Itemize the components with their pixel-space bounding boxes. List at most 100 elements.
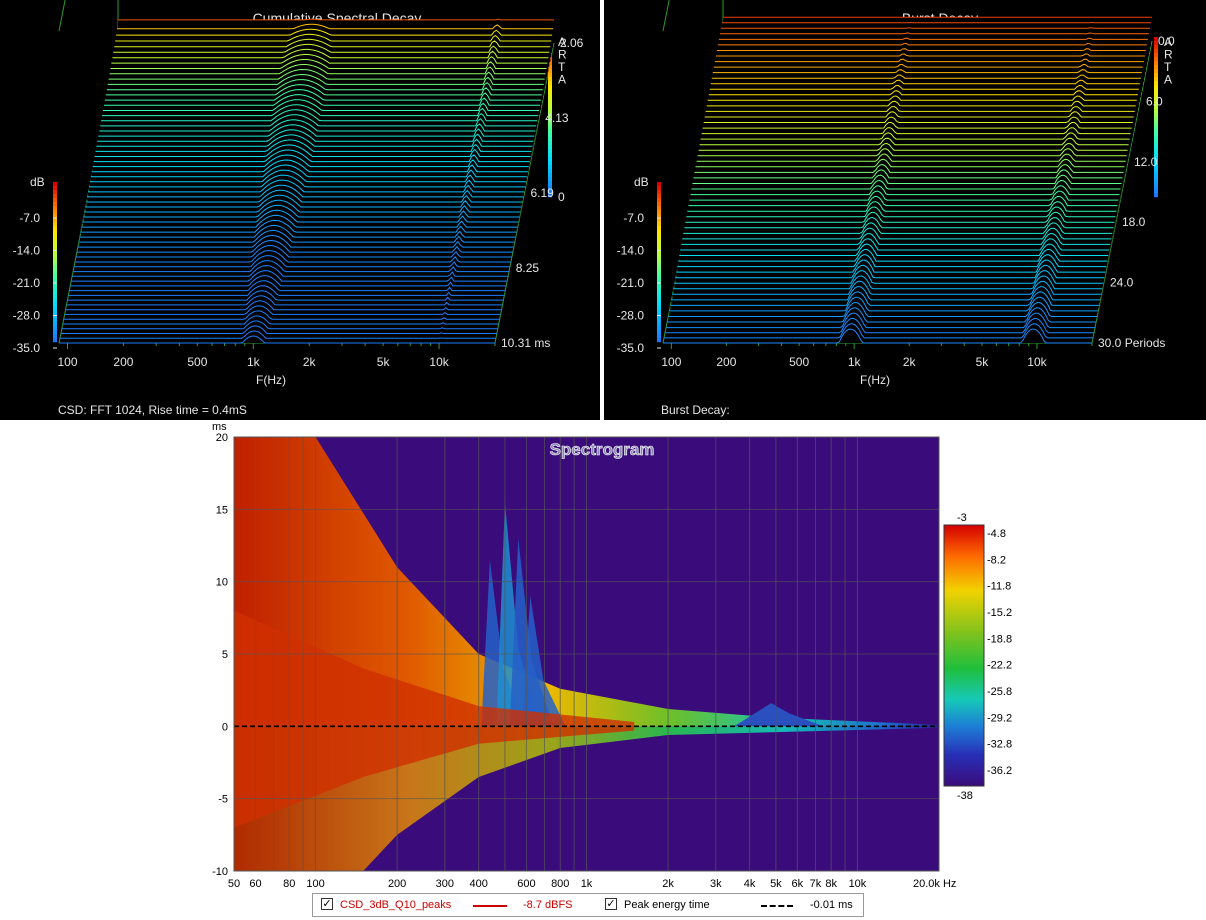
csd-slice-line [93,149,530,163]
spec-x-tick-label: 3k [710,878,722,890]
csd-slice-line [97,129,534,142]
burst-z-colorbar [657,182,661,343]
csd-z-colorbar-cell [53,286,57,291]
burst-slice-fill [683,222,1113,241]
csd-slice-line [76,239,513,253]
csd-right-colorbar-cell [548,77,552,82]
csd-slice-line [78,229,515,243]
burst-slice-line [713,63,1143,68]
burst-slice-line [708,90,1138,96]
spec-hot-core [234,610,635,828]
csd-z-colorbar-cell [53,190,57,195]
burst-z-colorbar-cell [657,238,661,243]
csd-slice-fill [93,150,530,167]
peak-checkbox[interactable]: ✓ [605,898,617,910]
csd-slice-line [118,18,554,21]
burst-time-tick-label: 6.0 [1146,94,1163,108]
series-checkbox[interactable]: ✓ [321,898,333,910]
burst-z-colorbar-cell [657,190,661,195]
burst-z-tick-label: -7.0 [623,211,644,225]
burst-slice-line [687,201,1117,212]
csd-right-colorbar-cell [548,129,552,134]
csd-z-colorbar-cell [53,218,57,223]
burst-right-colorbar-cell [1154,141,1158,146]
burst-chart: Burst Decay Burst Decay: F(Hz) dB 100200… [617,0,1175,417]
csd-right-colorbar-cell [548,113,552,118]
burst-z-colorbar-cell [657,230,661,235]
burst-right-colorbar-cell [1154,49,1158,54]
csd-slice-fill [92,155,529,172]
burst-time-tick-label: 30.0 Periods [1098,336,1165,350]
burst-right-colorbar-cell [1154,169,1158,174]
burst-z-colorbar-cell [657,326,661,331]
burst-z-colorbar-cell [657,322,661,327]
spec-x-tick-label: 6k [792,878,804,890]
csd-right-colorbar-cell [548,69,552,74]
burst-right-colorbar-cell [1154,149,1158,154]
burst-z-colorbar-cell [657,182,661,187]
csd-z-colorbar-cell [53,234,57,239]
burst-slice-fill [672,281,1102,297]
spec-x-tick-label: 8k [825,878,837,890]
burst-slice-line [678,248,1108,262]
csd-z-colorbar-cell [53,206,57,211]
csd-z-colorbar-cell [53,294,57,299]
spec-resonance-fin [521,596,566,727]
csd-z-colorbar [53,182,57,343]
spec-x-tick-label: 1k [581,878,593,890]
spec-x-tick-label: 800 [551,878,569,890]
csd-time-tick-label: 10.31 ms [501,336,550,350]
burst-right-colorbar-cell [1154,121,1158,126]
csd-zlabel: dB [30,175,45,189]
spec-plot-frame [233,436,940,872]
csd-slice-line [74,249,511,263]
csd-slice-line [88,179,524,193]
burst-slice-fill [679,244,1109,262]
burst-slice-line [663,328,1092,344]
csd-z-colorbar-cell [53,198,57,203]
burst-right-colorbar-cell [1154,153,1158,158]
csd-slice-fill [91,160,528,177]
burst-colorbar-label: A [1164,73,1172,87]
burst-z-colorbar-cell [657,194,661,199]
burst-footer: Burst Decay: [661,403,730,417]
burst-slice-line [674,270,1104,284]
series-name: CSD_3dB_Q10_peaks [340,899,452,911]
burst-colorbar-label: R [1164,48,1173,62]
csd-x-tick-label: 2k [303,355,317,369]
burst-slice-line [721,27,1150,29]
burst-slice-line [710,79,1140,85]
csd-slice-line [81,214,518,228]
burst-z-tick-label: -14.0 [617,244,645,258]
burst-slice-line [689,190,1119,201]
csd-slice-line [59,330,496,339]
csd-right-colorbar-cell [548,181,552,186]
csd-slice-line [113,43,550,53]
csd-z-colorbar-cell [53,238,57,243]
csd-slice-line [112,48,549,59]
csd-slice-line [59,335,495,344]
burst-right-colorbar-cell [1154,173,1158,178]
burst-right-colorbar-cell [1154,93,1158,98]
csd-slice-line [111,53,548,64]
burst-right-colorbar-cell [1154,157,1158,162]
burst-slice-line [690,185,1120,196]
burst-slice-line [704,111,1134,118]
csd-z-colorbar-cell [53,186,57,191]
burst-right-colorbar-cell [1154,89,1158,94]
spec-y-tick-label: -5 [218,794,228,806]
burst-right-colorbar-cell [1154,57,1158,62]
spec-colorbar-label: -36.2 [987,765,1012,777]
burst-z-colorbar-cell [657,306,661,311]
csd-right-colorbar-cell [548,109,552,114]
csd-x-tick-label: 200 [113,355,133,369]
csd-slice-line [90,164,527,178]
burst-right-colorbar-cell [1154,105,1158,110]
burst-slice-line [693,169,1123,179]
spec-colorbar-label: -25.8 [987,686,1012,698]
csd-slice-line [95,139,532,152]
burst-slice-line [664,323,1093,339]
burst-x-tick-label: 2k [903,355,917,369]
burst-slice-line [702,121,1132,129]
csd-slice-fill [102,104,539,124]
